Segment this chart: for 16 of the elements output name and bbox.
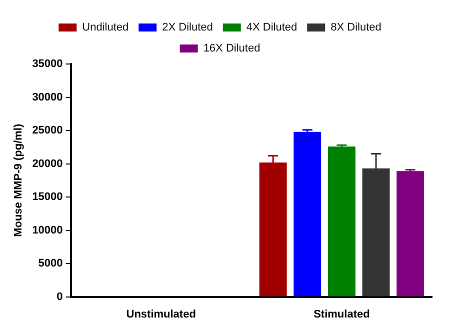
y-tick-label: 20000 bbox=[32, 158, 63, 170]
y-tick-label: 5000 bbox=[38, 258, 63, 270]
y-tick-label: 10000 bbox=[32, 224, 63, 236]
y-tick-label: 30000 bbox=[32, 91, 63, 104]
y-tick-label: 15000 bbox=[32, 191, 63, 204]
x-tick-label: Unstimulated bbox=[126, 308, 196, 320]
y-tick-label: 0 bbox=[56, 290, 63, 303]
y-axis-title: Mouse MMP-9 (pg/ml) bbox=[12, 124, 25, 237]
x-tick-label: Stimulated bbox=[314, 308, 370, 320]
legend-label: Undiluted bbox=[82, 22, 129, 34]
legend-label: 8X Diluted bbox=[330, 22, 382, 34]
y-tick-label: 35000 bbox=[32, 58, 63, 70]
y-tick-label: 25000 bbox=[32, 124, 63, 137]
legend-label: 16X Diluted bbox=[203, 42, 260, 55]
legend-label: 4X Diluted bbox=[246, 22, 298, 34]
legend-label: 2X Diluted bbox=[162, 22, 213, 34]
